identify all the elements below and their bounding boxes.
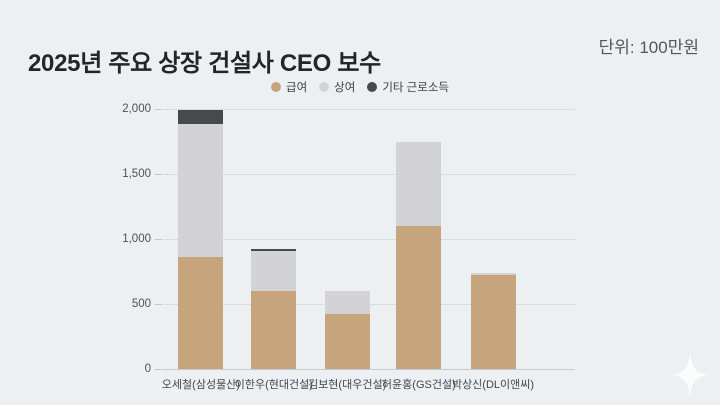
y-axis-label: 0	[144, 363, 151, 375]
sparkle-icon	[672, 353, 708, 397]
y-axis-tick	[155, 239, 162, 240]
bar-segment-이한우(현대건설)-급여	[251, 291, 297, 369]
bar-segment-이한우(현대건설)-기타 근로소득	[251, 248, 297, 251]
legend-label: 상여	[334, 82, 356, 94]
gridline-1500	[163, 174, 575, 175]
bar-segment-김보현(대우건설)-급여	[324, 314, 370, 369]
bar-segment-박상신(DL이앤씨)-상여	[470, 273, 516, 276]
legend-item-기타 근로소득: 기타 근로소득	[367, 79, 449, 95]
y-axis-tick	[155, 109, 162, 110]
bar-segment-박상신(DL이앤씨)-급여	[470, 275, 516, 369]
gridline-1000	[163, 239, 575, 240]
bar-segment-오세철(삼성물산)-상여	[178, 123, 224, 258]
legend-item-급여: 급여	[270, 79, 308, 95]
x-axis-label: 허윤홍(GS건설)	[381, 379, 456, 391]
bar-segment-김보현(대우건설)-상여	[324, 291, 370, 315]
y-axis-label: 2,000	[122, 103, 151, 115]
bar-segment-오세철(삼성물산)-기타 근로소득	[178, 109, 224, 124]
unit-label: 단위: 100만원	[598, 38, 699, 57]
y-axis-label: 1,000	[122, 233, 151, 245]
legend-label: 기타 근로소득	[382, 82, 450, 94]
bar-segment-오세철(삼성물산)-급여	[178, 257, 224, 369]
legend-item-상여: 상여	[319, 79, 355, 95]
x-axis-label: 박상신(DL이앤씨)	[451, 379, 535, 391]
gridline-0	[163, 369, 575, 370]
y-axis-label: 1,500	[122, 168, 151, 180]
gridline-2000	[163, 109, 575, 110]
bar-segment-허윤홍(GS건설)-급여	[396, 226, 442, 369]
bar-chart-plot-area: 0 500 1,000 1,500 2,000 오세철(삼성물산) 이한우(현대건설) 김보현…	[122, 103, 575, 391]
legend-label: 급여	[285, 82, 308, 94]
legend-swatch-icon	[367, 82, 378, 92]
x-axis-label: 김보현(대우건설)	[308, 379, 387, 391]
y-axis-tick	[155, 174, 162, 175]
y-axis-label: 500	[131, 298, 151, 310]
bar-segment-이한우(현대건설)-상여	[251, 250, 297, 291]
chart-legend: 급여 상여 기타 근로소득	[0, 79, 720, 95]
x-axis-label: 오세철(삼성물산)	[161, 379, 240, 391]
y-axis-tick	[155, 369, 162, 370]
x-axis-label: 이한우(현대건설)	[234, 379, 313, 391]
legend-swatch-icon	[319, 82, 330, 92]
y-axis-tick	[155, 304, 162, 305]
legend-swatch-icon	[270, 82, 281, 92]
page-title: 2025년 주요 상장 건설사 CEO 보수	[28, 50, 381, 78]
bar-segment-허윤홍(GS건설)-상여	[396, 141, 442, 226]
